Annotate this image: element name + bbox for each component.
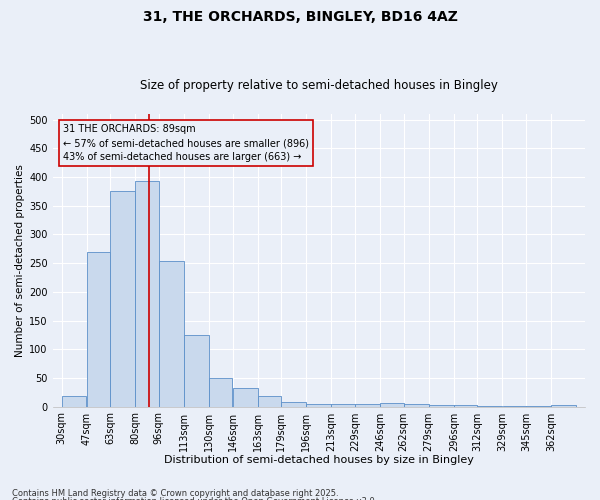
Bar [209, 378, 232, 406]
Bar [233, 388, 257, 406]
Bar [136, 181, 159, 406]
Bar [307, 404, 331, 406]
Text: 31 THE ORCHARDS: 89sqm
← 57% of semi-detached houses are smaller (896)
43% of se: 31 THE ORCHARDS: 89sqm ← 57% of semi-det… [63, 124, 309, 162]
Text: Contains public sector information licensed under the Open Government Licence v3: Contains public sector information licen… [12, 497, 377, 500]
Bar [404, 404, 428, 406]
Bar [331, 404, 355, 406]
X-axis label: Distribution of semi-detached houses by size in Bingley: Distribution of semi-detached houses by … [164, 455, 474, 465]
Bar [355, 404, 380, 406]
Text: Contains HM Land Registry data © Crown copyright and database right 2025.: Contains HM Land Registry data © Crown c… [12, 488, 338, 498]
Bar [429, 405, 454, 406]
Bar [110, 192, 135, 406]
Bar [380, 402, 404, 406]
Text: 31, THE ORCHARDS, BINGLEY, BD16 4AZ: 31, THE ORCHARDS, BINGLEY, BD16 4AZ [143, 10, 457, 24]
Bar [258, 396, 281, 406]
Bar [281, 402, 306, 406]
Bar [62, 396, 86, 406]
Bar [159, 262, 184, 406]
Bar [184, 336, 209, 406]
Title: Size of property relative to semi-detached houses in Bingley: Size of property relative to semi-detach… [140, 79, 498, 92]
Bar [86, 252, 110, 406]
Y-axis label: Number of semi-detached properties: Number of semi-detached properties [15, 164, 25, 356]
